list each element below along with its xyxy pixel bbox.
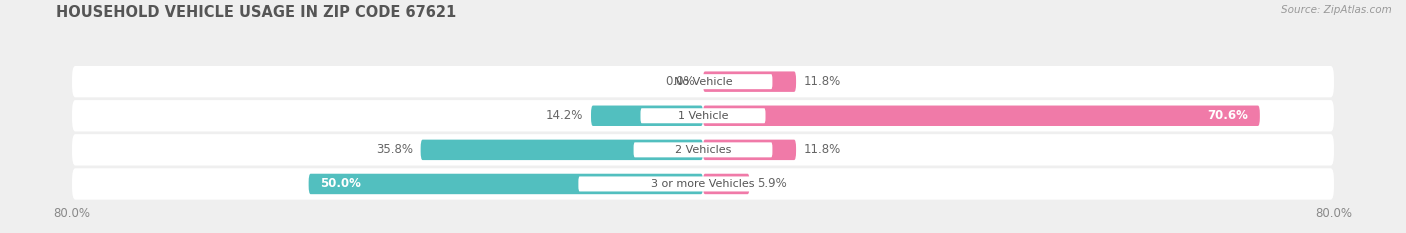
Text: 11.8%: 11.8% — [804, 143, 841, 156]
Text: No Vehicle: No Vehicle — [673, 77, 733, 87]
FancyBboxPatch shape — [72, 66, 1334, 97]
Text: 2 Vehicles: 2 Vehicles — [675, 145, 731, 155]
FancyBboxPatch shape — [703, 140, 796, 160]
Text: 70.6%: 70.6% — [1208, 109, 1249, 122]
FancyBboxPatch shape — [634, 142, 772, 157]
Text: 3 or more Vehicles: 3 or more Vehicles — [651, 179, 755, 189]
Text: HOUSEHOLD VEHICLE USAGE IN ZIP CODE 67621: HOUSEHOLD VEHICLE USAGE IN ZIP CODE 6762… — [56, 5, 457, 20]
Text: 35.8%: 35.8% — [375, 143, 413, 156]
FancyBboxPatch shape — [309, 174, 703, 194]
FancyBboxPatch shape — [591, 106, 703, 126]
Text: 50.0%: 50.0% — [321, 178, 361, 190]
Text: 1 Vehicle: 1 Vehicle — [678, 111, 728, 121]
FancyBboxPatch shape — [634, 74, 772, 89]
FancyBboxPatch shape — [703, 106, 1260, 126]
FancyBboxPatch shape — [72, 134, 1334, 165]
Text: 5.9%: 5.9% — [758, 178, 787, 190]
Text: 0.0%: 0.0% — [665, 75, 695, 88]
FancyBboxPatch shape — [420, 140, 703, 160]
Text: Source: ZipAtlas.com: Source: ZipAtlas.com — [1281, 5, 1392, 15]
Text: 11.8%: 11.8% — [804, 75, 841, 88]
FancyBboxPatch shape — [641, 108, 765, 123]
FancyBboxPatch shape — [703, 174, 749, 194]
FancyBboxPatch shape — [72, 100, 1334, 131]
FancyBboxPatch shape — [703, 72, 796, 92]
Text: 14.2%: 14.2% — [546, 109, 583, 122]
FancyBboxPatch shape — [72, 168, 1334, 200]
FancyBboxPatch shape — [578, 176, 828, 192]
